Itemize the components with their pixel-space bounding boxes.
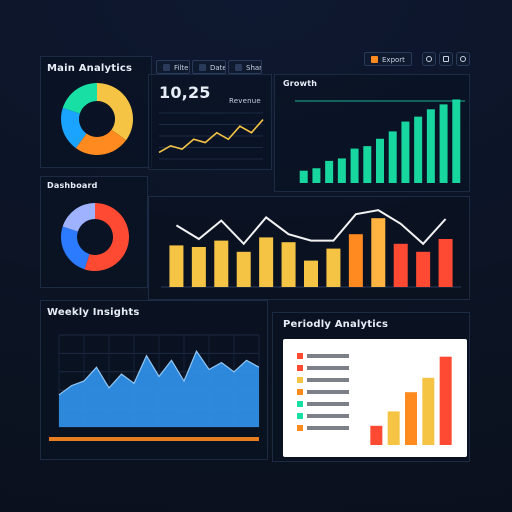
main-bar-chart	[161, 209, 461, 288]
timeline-strip	[49, 437, 259, 441]
growth-bar	[414, 116, 423, 183]
row-chip	[297, 425, 303, 431]
growth-bar	[401, 121, 410, 183]
weekly-area-chart	[49, 334, 260, 441]
row-text-placeholder	[307, 426, 349, 430]
mid-left-donut-chart	[61, 203, 129, 271]
more-button[interactable]	[456, 52, 470, 66]
row-chip	[297, 377, 303, 383]
dashboard-panel: Dashboard	[40, 176, 148, 288]
more-icon	[460, 56, 466, 62]
growth-bar	[325, 160, 334, 183]
share-icon	[235, 64, 242, 71]
donut-slice	[75, 129, 127, 155]
date-button[interactable]: Dates	[192, 60, 226, 74]
row-chip	[297, 389, 303, 395]
main-analytics-panel: Main Analytics	[40, 56, 152, 168]
growth-bar	[388, 131, 397, 183]
row-chip	[297, 365, 303, 371]
filter-label: Filters	[174, 64, 189, 72]
growth-chart	[295, 99, 465, 183]
bar	[304, 260, 318, 287]
donut-slice	[62, 83, 97, 114]
periodly-bar	[370, 425, 383, 445]
weekly-title: Weekly Insights	[47, 307, 140, 318]
row-chip	[297, 401, 303, 407]
share-label: Share	[246, 64, 262, 72]
weekly-insights-panel: Weekly Insights	[40, 300, 268, 460]
filter-button[interactable]: Filters	[156, 60, 190, 74]
periodly-bar	[405, 392, 417, 445]
line-series	[158, 119, 264, 154]
donut-slice	[62, 203, 95, 232]
donut-slice	[61, 107, 87, 149]
periodly-bar	[387, 411, 400, 445]
row-text-placeholder	[307, 366, 349, 370]
calendar-icon	[199, 64, 206, 71]
grid	[159, 112, 263, 160]
gear-icon	[426, 56, 432, 62]
growth-bar	[452, 99, 461, 183]
panel-title: Main Analytics	[47, 63, 133, 74]
date-label: Dates	[210, 64, 225, 72]
big-number: 10,25	[159, 83, 211, 102]
share-button[interactable]: Share	[228, 60, 262, 74]
row-chip	[297, 353, 303, 359]
growth-bar	[439, 104, 448, 183]
bar	[326, 248, 341, 287]
main-bar-panel	[148, 196, 470, 300]
bar	[281, 242, 296, 287]
row-text-placeholder	[307, 414, 349, 418]
bar	[348, 234, 363, 287]
periodly-bar-chart	[297, 353, 452, 445]
donut-slice	[84, 203, 129, 271]
bar	[169, 245, 184, 287]
periodly-bar	[439, 356, 452, 445]
row-text-placeholder	[307, 354, 349, 358]
bar	[416, 251, 431, 287]
growth-bar	[299, 170, 308, 183]
revenue-panel: 10,25 Revenue	[148, 74, 272, 170]
revenue-label: Revenue	[229, 97, 261, 105]
growth-title: Growth	[283, 79, 318, 88]
growth-panel: Growth	[274, 74, 470, 192]
bar	[236, 251, 251, 287]
donut-slice	[61, 226, 90, 270]
growth-bar	[350, 148, 359, 183]
revenue-line-chart	[158, 112, 264, 160]
bar	[438, 239, 453, 287]
top-left-donut-chart	[61, 83, 133, 155]
bar	[371, 218, 386, 287]
filter-icon	[163, 64, 170, 71]
row-text-placeholder	[307, 402, 349, 406]
growth-bar	[312, 168, 321, 183]
row-text-placeholder	[307, 390, 349, 394]
growth-bar	[363, 146, 372, 183]
row-text-placeholder	[307, 378, 349, 382]
periodly-analytics-panel: Periodly Analytics	[272, 312, 470, 462]
growth-bar	[337, 158, 346, 183]
row-chip	[297, 413, 303, 419]
growth-bar	[376, 138, 384, 183]
expand-icon	[443, 56, 449, 62]
overlay-line	[175, 209, 447, 246]
growth-bar	[426, 109, 435, 183]
bar	[191, 247, 206, 287]
area-line	[58, 349, 260, 396]
export-label: Export	[382, 56, 405, 64]
bottom-right-title: Periodly Analytics	[283, 319, 389, 330]
fullscreen-button[interactable]	[439, 52, 453, 66]
periodly-bar	[422, 377, 435, 445]
donut-slice	[97, 83, 133, 141]
bar	[393, 243, 408, 287]
export-icon	[371, 56, 378, 63]
settings-button[interactable]	[422, 52, 436, 66]
mid-left-title: Dashboard	[47, 181, 98, 190]
export-button[interactable]: Export	[364, 52, 412, 66]
bar	[214, 240, 229, 287]
bar	[259, 237, 274, 287]
